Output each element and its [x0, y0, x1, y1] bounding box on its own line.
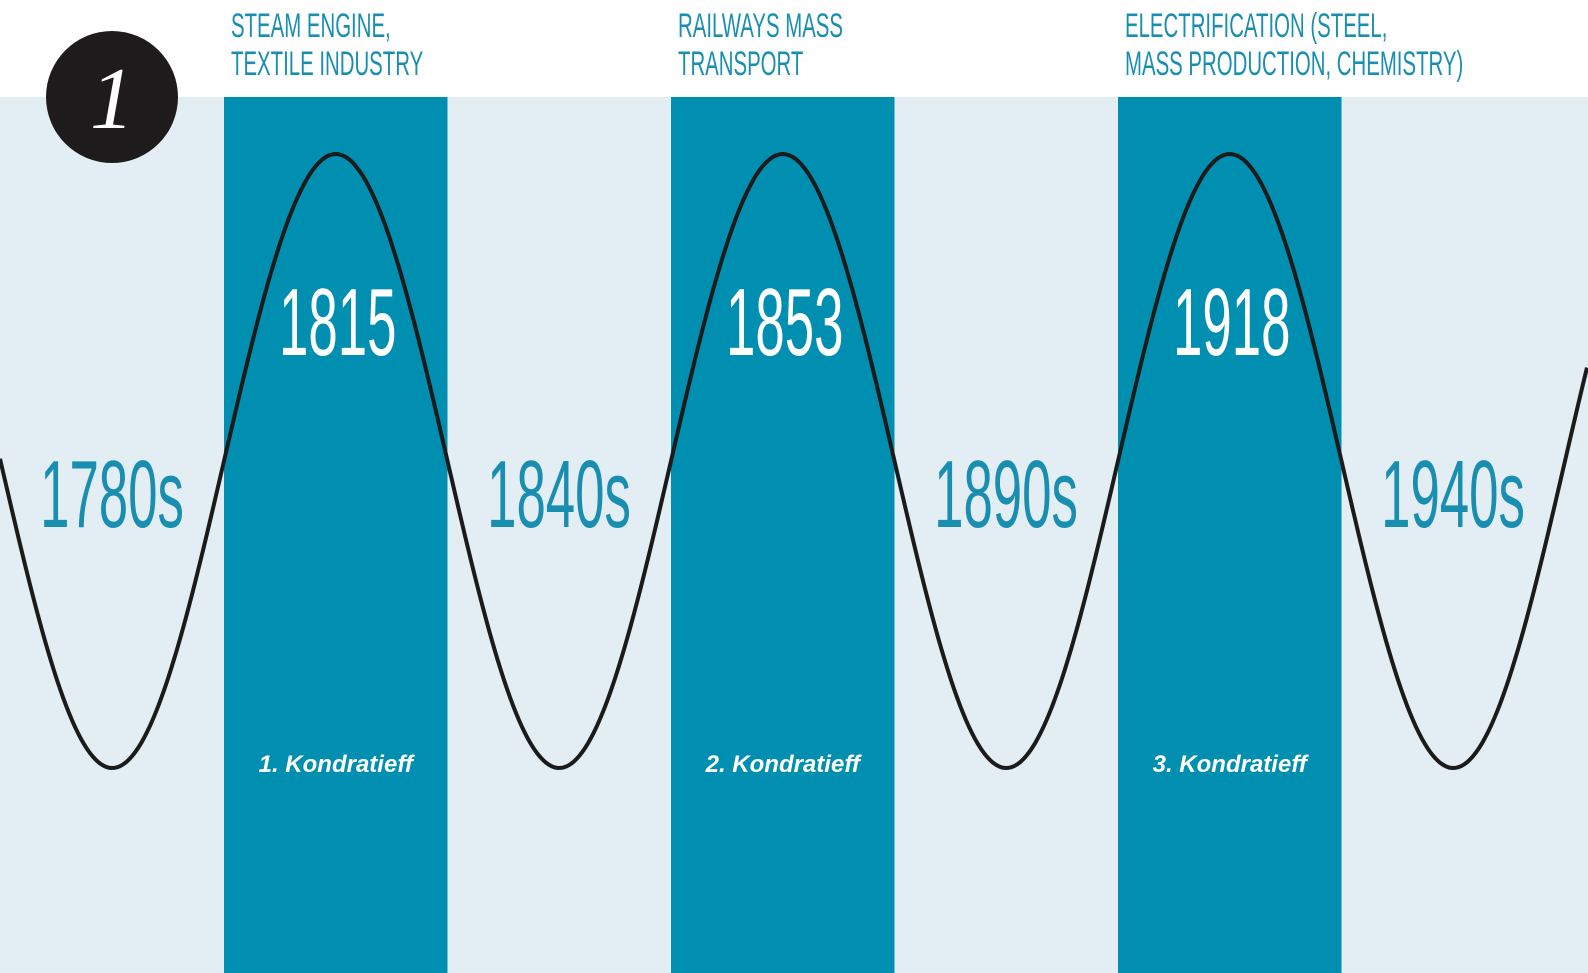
topic-label: TRANSPORT — [678, 45, 803, 83]
decade-label: 1890s — [934, 441, 1078, 548]
wave-column — [671, 97, 895, 973]
decade-label: 1780s — [40, 441, 184, 548]
wave-name: 2. Kondratieff — [705, 751, 862, 778]
topic-label: RAILWAYS MASS — [678, 7, 843, 45]
decade-label: 1840s — [487, 441, 631, 548]
wave-column — [1118, 97, 1342, 973]
peak-year: 1918 — [1173, 269, 1290, 376]
wave-name: 3. Kondratieff — [1153, 751, 1309, 778]
topic-label: ELECTRIFICATION (STEEL, — [1125, 7, 1387, 45]
topic-label: MASS PRODUCTION, CHEMISTRY) — [1125, 45, 1463, 83]
wave-curve — [0, 151, 1588, 771]
decade-label: 1940s — [1381, 441, 1525, 548]
peak-year: 1853 — [726, 269, 843, 376]
topic-label: TEXTILE INDUSTRY — [231, 45, 423, 83]
peak-year: 1815 — [279, 269, 396, 376]
wave-name: 1. Kondratieff — [259, 751, 415, 778]
badge — [46, 31, 178, 163]
wave-column — [224, 97, 448, 973]
topic-label: STEAM ENGINE, — [231, 7, 391, 45]
badge-number: 1 — [90, 51, 134, 148]
